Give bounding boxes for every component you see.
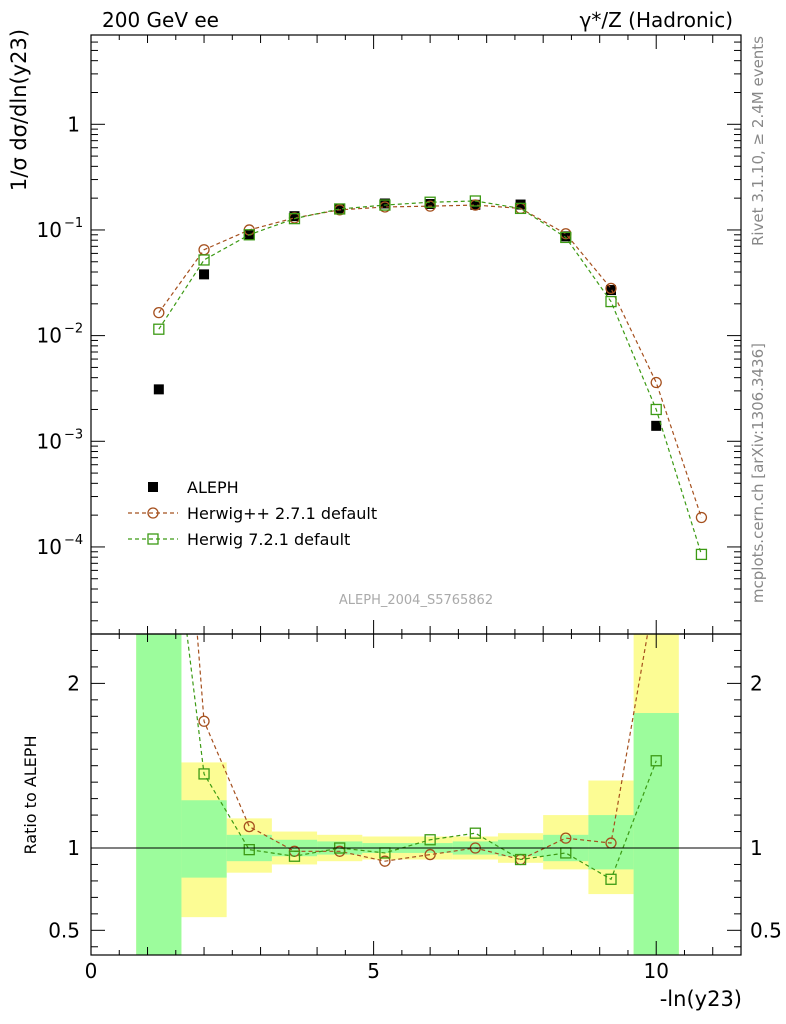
mc-point-square [605, 873, 617, 885]
mc-point-square [560, 231, 572, 244]
main-ylabel-text: 1/σ dσ/dln(y23) [7, 29, 31, 191]
mc-point-square [334, 203, 346, 215]
mc-point-square [147, 533, 159, 545]
mc-point-circle [198, 715, 210, 727]
mc-point-circle [424, 848, 436, 861]
data-point [560, 231, 571, 242]
series-line [158, 204, 703, 518]
data-point [425, 199, 436, 210]
mc-point-circle [695, 511, 708, 524]
mc-point-square [198, 254, 210, 266]
ratio-y-tick-label-right: 0.5 [750, 918, 782, 942]
y-tick-label: 1 [67, 112, 80, 136]
band-inner-bin [181, 800, 227, 878]
x-tick-label: 5 [367, 959, 380, 983]
analysis-label: ALEPH_2004_S5765862 [339, 593, 493, 608]
data-point [696, 658, 706, 668]
header-left-title: 200 GeV ee [102, 8, 219, 32]
data-point [153, 384, 164, 395]
legend: ALEPH Herwig++ 2.7.1 default Herwig 7.2.1 … [128, 478, 377, 549]
x-tick-label: 10 [643, 959, 668, 983]
ratio-y-tick-label: 0.5 [48, 918, 80, 942]
mc-point-square [514, 202, 527, 215]
mc-point-square [469, 827, 481, 839]
legend-label: Herwig++ 2.7.1 default [187, 504, 377, 523]
legend-label: ALEPH [187, 478, 239, 497]
data-point [379, 198, 390, 209]
mc-point-circle [154, 135, 164, 145]
mc-point-circle [651, 580, 661, 590]
ratio-series-line [186, 634, 657, 881]
y-tick-label: 10 [37, 535, 62, 559]
data-point [148, 482, 158, 492]
mc-point-square [424, 834, 436, 846]
y-tick-label: 10 [37, 218, 62, 242]
data-point [651, 420, 662, 431]
mc-point-square [379, 199, 391, 211]
mc-point-square [288, 850, 301, 862]
ratio-series-line [196, 634, 649, 862]
y-tick-label: 10 [37, 324, 62, 348]
y-tick-label: 10 [37, 429, 62, 453]
ratio-frame [90, 633, 742, 956]
mc-point-square [154, 399, 164, 409]
source-label: mcplots.cern.ch [arXiv:1306.3436] [749, 343, 767, 603]
data-point [199, 269, 210, 280]
ratio-y-tick-label: 1 [67, 836, 80, 860]
mc-point-square [424, 196, 436, 208]
y-tick-exponent: −2 [64, 322, 83, 337]
mc-point-square [514, 853, 527, 866]
mc-point-square [695, 548, 708, 561]
x-tick-label: 0 [85, 959, 98, 983]
y-tick-exponent: −1 [64, 216, 83, 231]
y-tick-exponent: −3 [64, 427, 83, 442]
mc-point-square [198, 768, 210, 780]
main-marks [153, 195, 708, 668]
legend-label: Herwig 7.2.1 default [187, 530, 350, 549]
header-right-title: γ*/Z (Hadronic) [580, 8, 733, 32]
ratio-y-tick-label: 2 [67, 671, 80, 695]
rivet-version-label: Rivet 3.1.10, ≥ 2.4M events [749, 36, 767, 246]
mc-point-square [243, 229, 255, 241]
data-point [606, 285, 616, 296]
mc-point-square [153, 323, 165, 335]
mc-point-square [650, 755, 662, 767]
ratio-ylabel: Ratio to ALEPH [21, 736, 40, 855]
xlabel: -ln(y23) [660, 987, 742, 1011]
mc-point-square [650, 403, 662, 416]
mc-point-circle [153, 306, 165, 319]
ratio-marks [91, 135, 741, 885]
ratio-y-tick-label-right: 1 [750, 836, 763, 860]
mc-point-circle [243, 820, 255, 833]
data-point [515, 199, 526, 210]
main-ylabel: 1/σ dσ/dln(y23) [7, 29, 31, 191]
data-point [334, 203, 345, 214]
mc-point-square [469, 195, 481, 207]
mc-point-circle [379, 855, 391, 867]
mc-point-circle [560, 832, 572, 844]
mc-point-square [243, 843, 255, 856]
mc-point-square [288, 212, 301, 225]
ratio-bands [136, 634, 679, 955]
band-inner-bin [136, 634, 182, 955]
data-point [470, 199, 481, 210]
mc-point-circle [650, 376, 662, 389]
mc-point-square [605, 295, 617, 308]
series-line [158, 200, 703, 555]
y-tick-exponent: −4 [64, 533, 83, 548]
data-point [289, 211, 300, 222]
mc-point-circle [605, 282, 617, 295]
band-inner-bin [633, 713, 679, 955]
mc-point-circle [147, 507, 159, 519]
ratio-y-tick-label-right: 2 [750, 671, 763, 695]
